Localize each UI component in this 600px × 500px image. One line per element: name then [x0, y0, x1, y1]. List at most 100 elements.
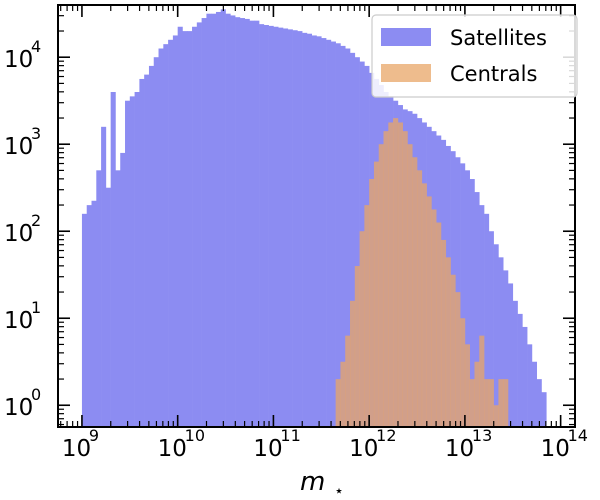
y-tick-label: 10	[4, 134, 33, 160]
series-centrals	[335, 118, 509, 427]
centrals-bar	[488, 379, 494, 427]
satellites-bar	[498, 257, 504, 427]
x-tick-label: 10	[253, 436, 282, 462]
satellites-bar	[321, 38, 327, 428]
centrals-bar	[445, 257, 451, 427]
satellites-bar	[230, 15, 236, 428]
satellites-bar	[244, 18, 250, 427]
satellites-bar	[235, 17, 241, 427]
legend-label-satellites: Satellites	[450, 26, 547, 50]
y-tick-label: 10	[4, 395, 33, 421]
centrals-bar	[354, 266, 360, 427]
y-tick-label-exponent: 1	[31, 298, 41, 317]
y-tick-label-exponent: 0	[31, 385, 41, 404]
satellites-bar	[282, 28, 289, 427]
legend: Satellites Centrals	[371, 14, 578, 98]
y-tick-label: 10	[4, 221, 33, 247]
centrals-bar	[474, 361, 480, 427]
satellites-bar	[503, 270, 509, 427]
x-tick-label: 10	[158, 436, 187, 462]
centrals-bar	[484, 379, 490, 427]
centrals-bar	[397, 122, 403, 427]
centrals-bar	[388, 122, 394, 427]
satellites-bar	[541, 392, 547, 427]
x-tick-label: 10	[541, 436, 570, 462]
centrals-bar	[431, 209, 437, 427]
satellites-bar	[297, 31, 303, 428]
satellites-bar	[211, 13, 217, 428]
legend-swatch-centrals	[381, 64, 431, 82]
centrals-bar	[498, 379, 504, 427]
centrals-bar	[364, 205, 370, 427]
satellites-bar	[273, 26, 279, 428]
x-tick-label-exponent: 12	[376, 426, 396, 445]
satellites-bar	[469, 179, 475, 427]
x-tick-label-exponent: 11	[280, 426, 300, 445]
satellites-bar	[522, 326, 528, 427]
satellites-bar	[302, 32, 308, 428]
y-tick-label: 10	[4, 47, 33, 73]
centrals-bar	[479, 335, 485, 427]
satellites-bar	[192, 26, 198, 428]
bars-layer	[81, 9, 547, 428]
x-tick-label: 10	[445, 436, 474, 462]
centrals-bar	[378, 144, 384, 427]
satellites-bar	[354, 57, 360, 428]
centrals-bar	[373, 161, 380, 427]
satellites-bar	[168, 39, 174, 427]
satellites-bar	[139, 78, 145, 427]
x-axis-label-subscript: ⋆	[334, 481, 344, 500]
satellites-bar	[531, 361, 538, 427]
centrals-bar	[503, 379, 509, 427]
centrals-bar	[450, 274, 456, 427]
satellites-bar	[263, 25, 269, 428]
y-tick-label-exponent: 4	[31, 37, 41, 56]
centrals-bar	[383, 131, 389, 427]
satellites-bar	[196, 22, 202, 427]
centrals-bar	[464, 344, 470, 427]
centrals-bar	[440, 239, 447, 427]
satellites-bar	[177, 26, 183, 428]
satellites-bar	[474, 192, 480, 427]
satellites-bar	[517, 313, 523, 427]
satellites-bar	[206, 13, 212, 428]
satellites-bar	[129, 96, 135, 427]
centrals-bar	[417, 170, 423, 427]
satellites-bar	[330, 41, 336, 427]
centrals-bar	[402, 131, 408, 427]
centrals-bar	[493, 405, 499, 427]
satellites-bar	[220, 9, 226, 427]
satellites-bar	[239, 18, 245, 428]
satellites-bar	[345, 48, 351, 427]
satellites-bar	[91, 200, 97, 427]
centrals-bar	[393, 118, 399, 427]
satellites-bar	[172, 35, 178, 427]
satellites-bar	[86, 205, 92, 427]
satellites-bar	[460, 163, 466, 427]
satellites-bar	[153, 57, 159, 428]
y-tick-label-exponent: 2	[31, 211, 41, 230]
satellites-bar	[182, 31, 188, 428]
plot-frame	[57, 4, 576, 428]
legend-label-centrals: Centrals	[450, 62, 537, 86]
centrals-bar	[335, 379, 341, 427]
satellites-bar	[340, 45, 346, 428]
centrals-bar	[436, 222, 442, 427]
satellites-bar	[278, 27, 284, 427]
satellites-bar	[350, 52, 356, 427]
satellites-bar	[187, 31, 193, 428]
satellites-bar	[105, 187, 111, 427]
centrals-bar	[369, 179, 375, 427]
satellites-bar	[215, 11, 222, 428]
satellites-bar	[493, 244, 499, 427]
centrals-bar	[412, 157, 418, 427]
satellites-bar	[484, 213, 490, 427]
satellites-bar	[268, 25, 274, 427]
centrals-bar	[469, 379, 475, 427]
satellites-bar	[110, 92, 116, 427]
centrals-bar	[460, 318, 466, 427]
satellites-bar	[326, 39, 332, 427]
